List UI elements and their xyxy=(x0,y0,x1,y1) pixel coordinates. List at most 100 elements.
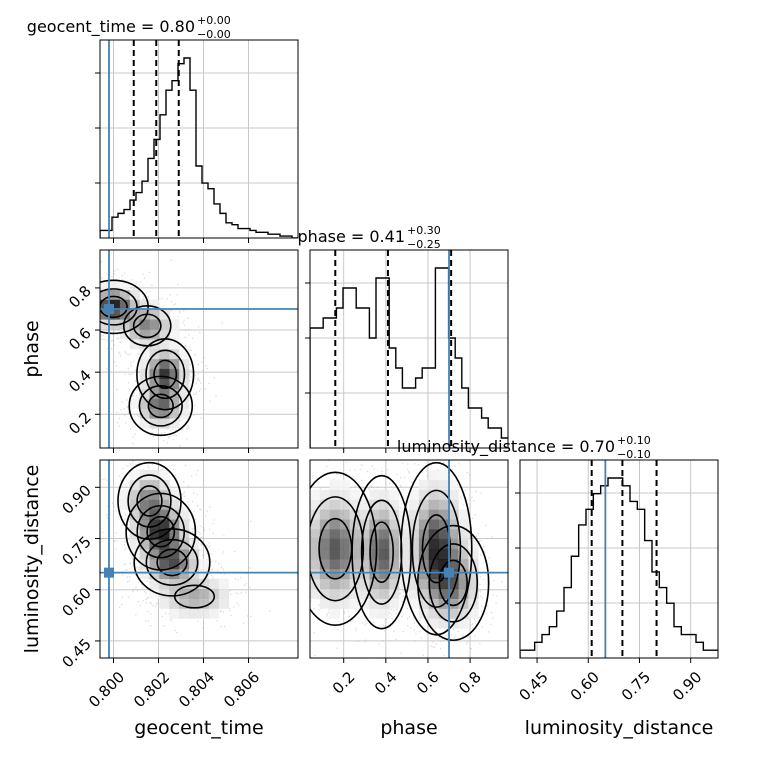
density-cell xyxy=(458,519,469,530)
y-tick-label: 0.2 xyxy=(65,408,95,438)
density-cell xyxy=(179,559,190,570)
density-cell xyxy=(389,559,400,570)
density-cell xyxy=(218,578,229,589)
density-cell xyxy=(409,489,420,500)
density-cell xyxy=(428,618,439,629)
density-cell xyxy=(159,319,170,330)
density-cell xyxy=(149,378,160,389)
density-cell xyxy=(418,519,430,530)
x-tick-label: 0.90 xyxy=(669,668,705,704)
density-cell xyxy=(389,578,400,589)
contour-line xyxy=(421,514,452,584)
contour-line xyxy=(438,559,468,607)
density-cell xyxy=(179,539,190,550)
density-cell xyxy=(468,588,479,599)
density-cell xyxy=(179,519,190,530)
density-cell xyxy=(438,499,449,510)
density-cell xyxy=(159,598,170,609)
density-cell xyxy=(139,368,150,379)
density-cell xyxy=(159,398,170,409)
density-cell xyxy=(339,479,350,490)
x-tick-label: 0.802 xyxy=(130,668,173,711)
density-cell xyxy=(428,568,439,580)
density-cell xyxy=(399,568,410,580)
density-cell xyxy=(418,499,430,510)
density-cell xyxy=(208,578,220,589)
density-cell xyxy=(199,588,210,599)
density-cell xyxy=(169,358,180,370)
density-cell xyxy=(129,398,140,409)
density-cell xyxy=(159,499,170,510)
density-cell xyxy=(139,299,150,310)
density-cell xyxy=(448,559,459,570)
hist-panel-luminosity_distance: luminosity_distance = 0.70 +0.10−0.10 xyxy=(397,434,719,659)
density-cell xyxy=(310,529,321,540)
density-cell xyxy=(389,529,400,540)
density-cell xyxy=(119,499,130,510)
density-cell xyxy=(179,378,190,389)
density-cell xyxy=(409,559,420,570)
density-cell xyxy=(438,559,449,570)
density-cell xyxy=(349,568,360,580)
density-cell xyxy=(119,489,130,500)
density-cell xyxy=(339,489,350,500)
density-cell xyxy=(458,509,469,520)
density-cell xyxy=(458,539,469,550)
density-cell xyxy=(159,559,170,570)
density-cell xyxy=(179,509,190,520)
density-cell xyxy=(149,519,160,530)
density-cell xyxy=(119,279,130,290)
density-cell xyxy=(379,549,390,560)
histogram-phase xyxy=(310,267,508,448)
contour-line xyxy=(360,499,403,605)
density-cell xyxy=(139,319,150,330)
contour-line xyxy=(156,548,188,577)
density-cell xyxy=(418,598,430,609)
density-cell xyxy=(379,588,390,599)
density-cell xyxy=(448,608,459,619)
y-tick-label: 0.60 xyxy=(58,584,94,620)
density-cell xyxy=(468,578,479,589)
density-cell xyxy=(379,509,390,520)
density-cell xyxy=(208,608,220,619)
density-cell xyxy=(199,559,210,570)
hist-panel-geocent_time: geocent_time = 0.80 +0.00−0.00 xyxy=(27,14,299,239)
density-cell xyxy=(389,519,400,530)
hist-panel-phase: phase = 0.41 +0.30−0.25 xyxy=(298,224,509,449)
density-cell xyxy=(149,529,160,540)
x-axis-label-geocent_time: geocent_time xyxy=(134,717,263,739)
density-cell xyxy=(448,489,459,500)
density-cell xyxy=(409,499,420,510)
density-cell xyxy=(149,568,160,580)
density-cell xyxy=(339,529,350,540)
density-cell xyxy=(369,539,380,550)
density-cell xyxy=(119,289,130,300)
density-cell xyxy=(159,309,170,320)
panel-title: luminosity_distance = 0.70 +0.10−0.10 xyxy=(397,434,651,461)
density-cell xyxy=(448,499,459,510)
density-cell xyxy=(169,329,180,340)
density-cell xyxy=(139,358,150,370)
title-minus: −0.25 xyxy=(407,238,441,251)
density-cell xyxy=(159,339,170,350)
density-cell xyxy=(359,529,370,540)
density-cell xyxy=(389,568,400,580)
density-cell xyxy=(428,598,439,609)
density-cell xyxy=(129,469,140,481)
density-cell xyxy=(149,319,160,330)
density-cell xyxy=(359,499,370,510)
density-cell xyxy=(438,519,449,530)
contour-line xyxy=(417,524,490,642)
density-cell xyxy=(409,549,420,560)
density-cell xyxy=(379,499,390,510)
y-axis-label-luminosity_distance: luminosity_distance xyxy=(21,465,43,654)
x-tick-label: 0.6 xyxy=(413,668,443,698)
density-cell xyxy=(428,608,439,619)
title-minus: −0.10 xyxy=(617,448,651,461)
density-cell xyxy=(448,529,459,540)
density-cell xyxy=(100,279,111,290)
density-cell xyxy=(369,608,380,619)
density-cell xyxy=(418,578,430,589)
density-cell xyxy=(169,568,180,580)
